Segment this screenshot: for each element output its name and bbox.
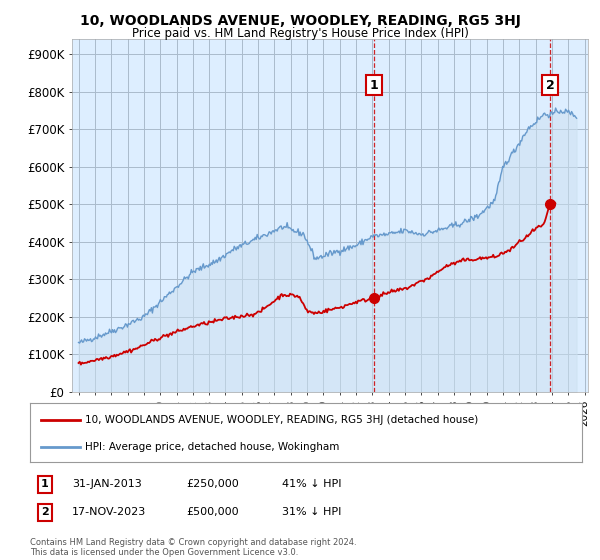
Text: 10, WOODLANDS AVENUE, WOODLEY, READING, RG5 3HJ: 10, WOODLANDS AVENUE, WOODLEY, READING, … [80, 14, 520, 28]
Text: 31% ↓ HPI: 31% ↓ HPI [282, 507, 341, 517]
Text: HPI: Average price, detached house, Wokingham: HPI: Average price, detached house, Woki… [85, 442, 340, 452]
Text: 2: 2 [546, 78, 554, 92]
Text: 41% ↓ HPI: 41% ↓ HPI [282, 479, 341, 489]
Text: 2: 2 [41, 507, 49, 517]
Text: 1: 1 [41, 479, 49, 489]
Text: 17-NOV-2023: 17-NOV-2023 [72, 507, 146, 517]
Text: 31-JAN-2013: 31-JAN-2013 [72, 479, 142, 489]
Text: £500,000: £500,000 [186, 507, 239, 517]
Text: Price paid vs. HM Land Registry's House Price Index (HPI): Price paid vs. HM Land Registry's House … [131, 27, 469, 40]
Text: Contains HM Land Registry data © Crown copyright and database right 2024.
This d: Contains HM Land Registry data © Crown c… [30, 538, 356, 557]
Text: 10, WOODLANDS AVENUE, WOODLEY, READING, RG5 3HJ (detached house): 10, WOODLANDS AVENUE, WOODLEY, READING, … [85, 414, 478, 424]
Text: £250,000: £250,000 [186, 479, 239, 489]
Text: 1: 1 [370, 78, 378, 92]
